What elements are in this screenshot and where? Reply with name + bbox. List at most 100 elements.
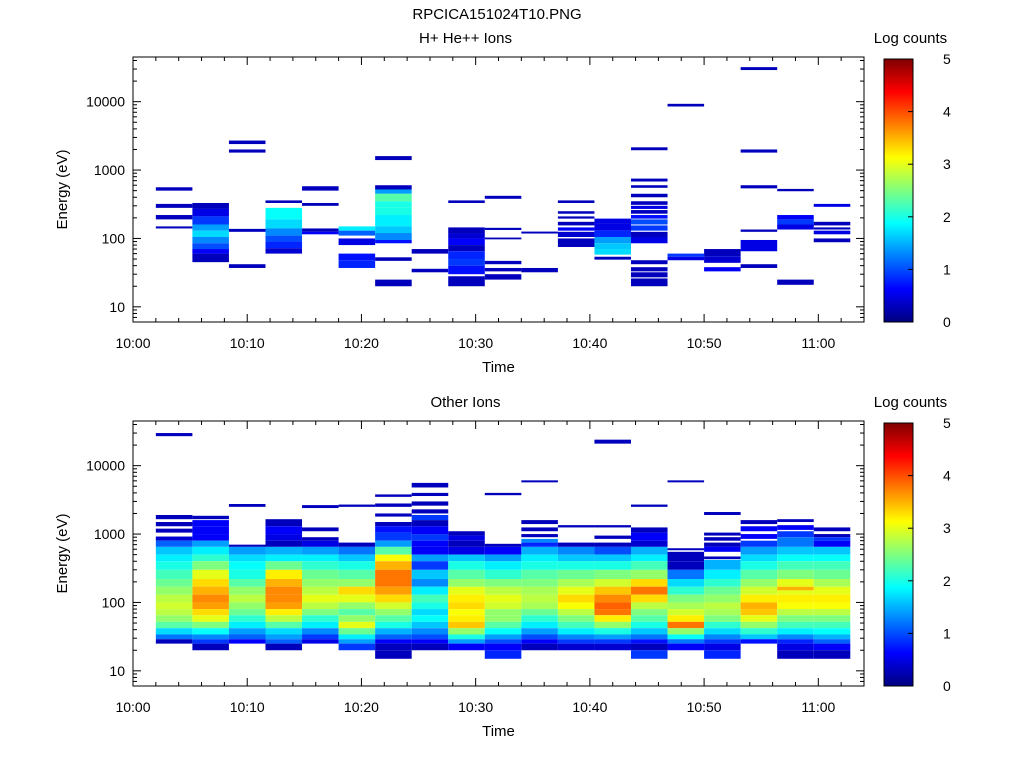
y-tick-label: 100: [102, 230, 126, 246]
y-tick-label: 1000: [94, 526, 125, 542]
heatmap-cell: [448, 579, 485, 587]
heatmap-cell: [411, 579, 449, 587]
heatmap-cell: [411, 621, 449, 629]
heatmap-cell: [740, 67, 778, 71]
heatmap-cell: [521, 639, 558, 644]
heatmap-cell: [484, 650, 522, 659]
heatmap-cell: [155, 187, 193, 191]
heatmap-cell: [630, 278, 668, 287]
heatmap-cell: [302, 628, 339, 635]
heatmap-cell: [484, 628, 522, 635]
heatmap-cell: [155, 528, 193, 533]
heatmap-cell: [704, 546, 741, 552]
heatmap-cell: [338, 226, 376, 231]
heatmap-cell: [155, 569, 193, 580]
heatmap-cell: [777, 569, 814, 580]
heatmap-cell: [338, 621, 376, 629]
heatmap-cell: [265, 586, 303, 595]
heatmap-cell: [594, 223, 631, 231]
heatmap-cell: [338, 569, 376, 580]
heatmap-cell: [667, 639, 705, 644]
heatmap-cell: [192, 609, 229, 616]
heatmap-cell: [192, 643, 229, 651]
heatmap-cell: [411, 501, 449, 506]
heatmap-cell: [704, 256, 741, 263]
heatmap-cell: [630, 615, 668, 622]
heatmap-cell: [265, 594, 303, 603]
heatmap-cell: [777, 554, 814, 562]
heatmap-cell: [155, 536, 193, 541]
heatmap-cell: [375, 540, 412, 547]
heatmap-cell: [228, 504, 266, 507]
heatmap-cell: [302, 634, 339, 640]
heatmap-cell: [192, 520, 229, 527]
heatmap-cell: [265, 248, 303, 254]
heatmap-cell: [630, 561, 668, 570]
heatmap-cell: [228, 264, 266, 268]
heatmap-cell: [411, 540, 449, 547]
heatmap-cell: [704, 267, 741, 272]
heatmap-cell: [630, 634, 668, 640]
heatmap-cell: [630, 609, 668, 616]
heatmap-cell: [594, 634, 631, 640]
heatmap-cell: [594, 561, 631, 570]
heatmap-cell: [448, 227, 485, 234]
heatmap-cell: [228, 569, 266, 580]
heatmap-cell: [484, 561, 522, 570]
heatmap-cell: [704, 512, 741, 515]
heatmap-cell: [557, 579, 595, 587]
heatmap-cell: [448, 569, 485, 580]
heatmap-cell: [192, 615, 229, 622]
heatmap-cell: [411, 546, 449, 555]
heatmap-cell: [484, 602, 522, 610]
heatmap-cell: [375, 650, 412, 659]
heatmap-cell: [338, 260, 376, 268]
heatmap-cell: [228, 149, 266, 153]
heatmap-cell: [265, 602, 303, 610]
heatmap-cell: [484, 639, 522, 644]
colorbar-tick-label: 2: [943, 209, 951, 225]
x-tick-label: 10:20: [344, 335, 379, 351]
x-axis-label: Time: [482, 723, 515, 740]
heatmap-cell: [302, 586, 339, 595]
heatmap-cell: [302, 554, 339, 562]
heatmap-cell: [594, 628, 631, 635]
heatmap-cell: [740, 628, 778, 635]
heatmap-cell: [302, 615, 339, 622]
heatmap-cell: [192, 594, 229, 603]
heatmap-cell: [228, 140, 266, 145]
colorbar-tick-label: 1: [943, 625, 951, 641]
heatmap-cell: [667, 609, 705, 616]
heatmap-cell: [521, 520, 558, 525]
heatmap-cell: [630, 540, 668, 547]
x-tick-label: 10:00: [115, 335, 150, 351]
heatmap-cell: [302, 527, 339, 532]
heatmap-cell: [521, 546, 558, 555]
heatmap-cell: [630, 272, 668, 278]
heatmap-cell: [777, 531, 814, 538]
heatmap-cell: [411, 526, 449, 535]
heatmap-cell: [265, 569, 303, 580]
heatmap-cell: [704, 650, 741, 659]
heatmap-cell: [375, 226, 412, 234]
heatmap-cell: [557, 227, 595, 231]
heatmap-cell: [630, 527, 668, 533]
heatmap-cell: [375, 220, 412, 227]
heatmap-cell: [813, 537, 851, 541]
heatmap-cell: [484, 237, 522, 240]
heatmap-cell: [338, 561, 376, 570]
heatmap-cell: [704, 634, 741, 640]
heatmap-cell: [375, 594, 412, 603]
heatmap-cell: [411, 615, 449, 622]
heatmap-cell: [484, 267, 522, 272]
heatmap-cell: [375, 215, 412, 221]
heatmap-cell: [521, 594, 558, 603]
heatmap-cell: [521, 609, 558, 616]
heatmap-cell: [740, 520, 778, 525]
heatmap-cell: [192, 602, 229, 610]
heatmap-cell: [521, 534, 558, 538]
heatmap-cell: [594, 586, 631, 595]
heatmap-cell: [411, 509, 449, 514]
heatmap-cell: [375, 156, 412, 161]
